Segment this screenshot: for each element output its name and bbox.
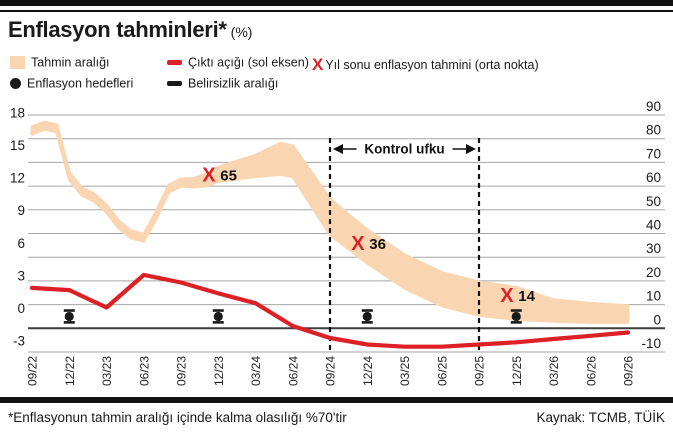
inflation-target-dot-icon <box>10 78 21 90</box>
legend-label: Çıktı açığı (sol eksen) <box>188 55 309 70</box>
legend-label: Enflasyon hedefleri <box>27 76 134 91</box>
header-rule <box>0 10 673 12</box>
left-axis-tick-label: 6 <box>17 236 25 251</box>
right-axis-tick-label: 0 <box>653 312 661 327</box>
legend-label: Yıl sonu enflasyon tahmini (orta nokta) <box>325 58 539 72</box>
right-axis-tick-label: 70 <box>646 146 661 161</box>
inflation-target-dot <box>213 311 223 322</box>
arrow-right-icon <box>466 144 477 154</box>
yearend-x-marker-icon: X <box>312 55 324 74</box>
x-axis-tick-label: 09/23 <box>175 356 189 386</box>
forecast-band-swatch-icon <box>10 56 25 70</box>
legend-item-inflation-targets: Enflasyon hedefleri <box>10 76 133 91</box>
left-axis-tick-label: 9 <box>17 203 25 218</box>
x-axis-tick-label: 06/23 <box>137 356 151 386</box>
left-axis-tick-label: -3 <box>13 334 25 349</box>
inflation-target-dot <box>511 311 521 322</box>
yearend-forecast-value: 65 <box>220 167 237 184</box>
x-axis-tick-label: 03/23 <box>100 356 114 386</box>
legend-item-uncertainty: Belirsizlik aralığı <box>167 76 278 91</box>
x-axis-tick-label: 03/26 <box>547 356 561 386</box>
uncertainty-dash <box>212 321 224 324</box>
uncertainty-dash <box>212 309 224 312</box>
inflation-target-dot <box>64 311 74 322</box>
right-axis-tick-label: 90 <box>646 99 661 114</box>
bottom-border-bar <box>0 397 673 403</box>
legend-label: Belirsizlik aralığı <box>188 76 279 91</box>
x-axis-tick-label: 09/25 <box>473 356 487 386</box>
x-axis-tick-label: 09/26 <box>622 356 636 386</box>
yearend-x-marker: X <box>202 164 216 186</box>
uncertainty-dash <box>63 309 75 312</box>
yearend-forecast-value: 14 <box>518 288 535 305</box>
x-axis-tick-label: 12/23 <box>212 356 226 386</box>
left-axis-tick-label: 15 <box>10 138 25 153</box>
uncertainty-dash <box>510 321 522 324</box>
x-axis-tick-label: 03/25 <box>398 356 412 386</box>
uncertainty-dash <box>361 309 373 312</box>
legend-item-forecast-band: Tahmin aralığı <box>10 55 110 70</box>
right-axis-tick-label: 20 <box>646 265 661 280</box>
right-axis-tick-label: 40 <box>646 218 661 233</box>
arrow-left-icon <box>333 144 344 154</box>
inflation-target-dot <box>362 311 372 322</box>
source-credit: Kaynak: TCMB, TÜİK <box>536 410 665 425</box>
chart-title: Enflasyon tahminleri* <box>8 17 227 42</box>
x-axis-tick-label: 09/24 <box>324 356 338 386</box>
left-axis-tick-label: 0 <box>17 301 25 316</box>
footnote: *Enflasyonun tahmin aralığı içinde kalma… <box>8 410 347 425</box>
output-gap-line <box>29 272 631 349</box>
uncertainty-dash <box>361 321 373 324</box>
right-axis-tick-label: 10 <box>646 289 661 304</box>
legend-item-yearend-forecast: X Yıl sonu enflasyon tahmini (orta nokta) <box>312 55 539 75</box>
x-axis-tick-label: 09/22 <box>26 356 40 386</box>
right-axis-tick-label: 80 <box>646 123 661 138</box>
page-title: Enflasyon tahminleri* (%) <box>8 17 252 43</box>
top-border-bar <box>0 0 673 6</box>
x-axis-tick-label: 12/22 <box>63 356 77 386</box>
right-axis-tick-label: 60 <box>646 170 661 185</box>
legend-item-output-gap: Çıktı açığı (sol eksen) <box>167 55 309 70</box>
right-axis-tick-label: 50 <box>646 194 661 209</box>
right-axis-tick-label: 30 <box>646 241 661 256</box>
left-axis-tick-label: 3 <box>17 268 25 283</box>
legend-label: Tahmin aralığı <box>31 55 110 70</box>
right-axis-tick-label: -10 <box>641 336 661 351</box>
left-axis-tick-label: 12 <box>10 171 25 186</box>
yearend-x-marker: X <box>351 233 365 255</box>
left-axis-tick-label: 18 <box>10 105 25 120</box>
output-gap-line-icon <box>167 60 182 65</box>
control-horizon-label: Kontrol ufku <box>364 142 444 157</box>
x-axis-tick-label: 12/24 <box>361 356 375 386</box>
x-axis-tick-label: 06/24 <box>286 356 300 386</box>
yearend-forecast-value: 36 <box>369 236 386 253</box>
chart-title-unit: (%) <box>230 24 253 40</box>
x-axis-tick-label: 03/24 <box>249 356 263 386</box>
yearend-x-marker: X <box>500 285 514 307</box>
uncertainty-dash <box>510 309 522 312</box>
uncertainty-dash <box>63 321 75 324</box>
x-axis-tick-label: 12/25 <box>510 356 524 386</box>
uncertainty-dash-icon <box>167 81 182 86</box>
x-axis-tick-label: 06/26 <box>584 356 598 386</box>
x-axis-tick-label: 06/25 <box>435 356 449 386</box>
